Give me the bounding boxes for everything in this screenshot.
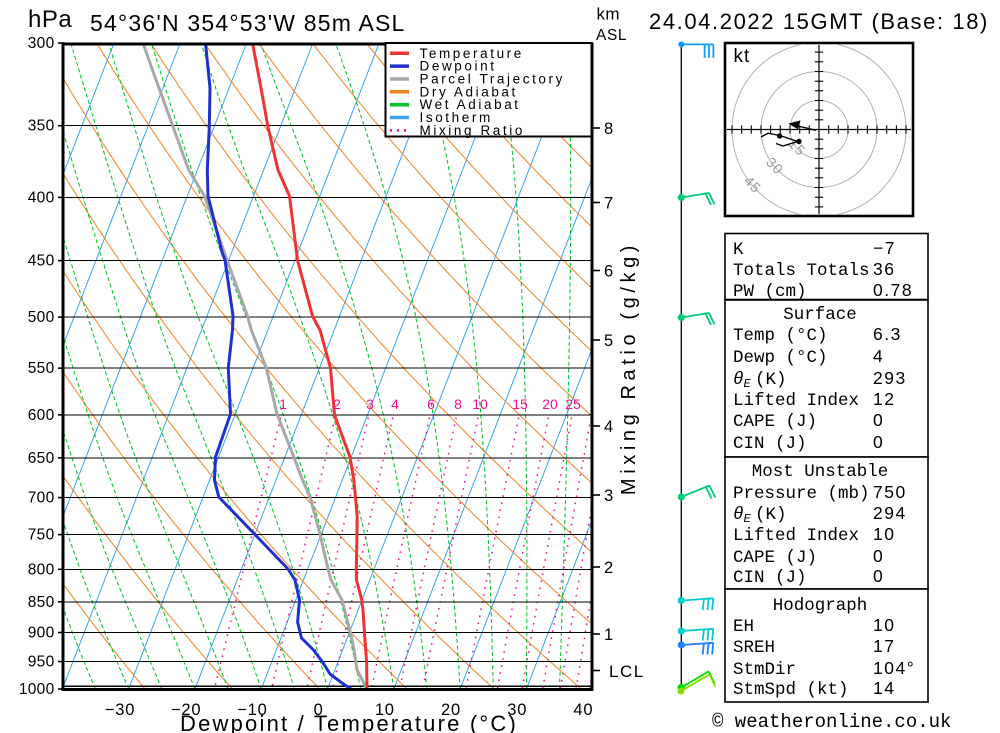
svg-text:294: 294 <box>873 503 907 523</box>
svg-text:4: 4 <box>391 396 399 412</box>
svg-text:450: 450 <box>28 253 55 270</box>
svg-text:−20: −20 <box>171 701 201 719</box>
svg-text:Dry Adiabat: Dry Adiabat <box>420 84 518 99</box>
svg-text:400: 400 <box>28 189 55 206</box>
svg-text:500: 500 <box>28 309 55 326</box>
svg-text:3: 3 <box>366 396 374 412</box>
svg-text:4: 4 <box>873 346 884 366</box>
svg-text:0: 0 <box>873 546 884 566</box>
svg-text:6: 6 <box>427 396 435 412</box>
svg-text:ASL: ASL <box>596 27 627 44</box>
svg-text:Totals Totals: Totals Totals <box>733 261 870 281</box>
svg-text:7: 7 <box>604 195 613 213</box>
svg-text:700: 700 <box>28 490 55 507</box>
svg-text:CAPE (J): CAPE (J) <box>733 548 817 568</box>
svg-text:Mixing Ratio (g/kg): Mixing Ratio (g/kg) <box>618 241 640 495</box>
svg-text:25: 25 <box>565 396 581 412</box>
svg-text:Wet Adiabat: Wet Adiabat <box>420 97 521 112</box>
svg-text:−7: −7 <box>873 238 896 258</box>
svg-text:Isotherm: Isotherm <box>420 110 493 125</box>
svg-text:Lifted Index: Lifted Index <box>733 391 859 411</box>
svg-text:EH: EH <box>733 617 754 637</box>
svg-text:LCL: LCL <box>609 662 645 681</box>
svg-text:17: 17 <box>873 636 895 656</box>
svg-text:PW (cm): PW (cm) <box>733 282 807 302</box>
svg-text:12: 12 <box>873 389 895 409</box>
svg-text:293: 293 <box>873 368 907 388</box>
svg-text:0: 0 <box>873 432 884 452</box>
svg-text:© weatheronline.co.uk: © weatheronline.co.uk <box>712 711 951 733</box>
svg-text:Pressure (mb): Pressure (mb) <box>733 484 870 504</box>
svg-text:750: 750 <box>873 482 907 502</box>
svg-text:350: 350 <box>28 118 55 135</box>
svg-text:−10: −10 <box>237 701 267 719</box>
svg-text:950: 950 <box>28 654 55 671</box>
svg-text:Parcel Trajectory: Parcel Trajectory <box>420 72 565 87</box>
svg-text:20: 20 <box>542 396 558 412</box>
svg-text:CAPE (J): CAPE (J) <box>733 412 817 432</box>
svg-text:4: 4 <box>604 418 613 436</box>
svg-text:650: 650 <box>28 450 55 467</box>
svg-text:Dewpoint / Temperature (°C): Dewpoint / Temperature (°C) <box>180 711 518 733</box>
svg-text:14: 14 <box>873 678 895 698</box>
svg-text:10: 10 <box>873 524 895 544</box>
svg-text:SREH: SREH <box>733 638 775 658</box>
svg-text:900: 900 <box>28 625 55 642</box>
svg-text:CIN (J): CIN (J) <box>733 568 807 588</box>
svg-text:750: 750 <box>28 527 55 544</box>
svg-text:0.78: 0.78 <box>873 280 913 300</box>
svg-text:km: km <box>597 5 620 24</box>
svg-text:CIN (J): CIN (J) <box>733 434 807 454</box>
svg-text:Dewpoint: Dewpoint <box>420 59 497 74</box>
svg-text:1: 1 <box>279 396 287 412</box>
svg-text:54°36'N 354°53'W 85m ASL: 54°36'N 354°53'W 85m ASL <box>90 10 406 36</box>
svg-text:Temp (°C): Temp (°C) <box>733 326 828 346</box>
svg-text:8: 8 <box>454 396 462 412</box>
svg-text:800: 800 <box>28 561 55 578</box>
svg-text:hPa: hPa <box>28 6 72 33</box>
svg-text:Mixing Ratio: Mixing Ratio <box>420 123 525 138</box>
svg-text:StmDir: StmDir <box>733 660 796 680</box>
svg-text:kt: kt <box>734 46 751 67</box>
svg-text:(K): (K) <box>755 370 787 390</box>
svg-text:Hodograph: Hodograph <box>773 596 868 616</box>
svg-text:300: 300 <box>28 35 55 52</box>
svg-text:5: 5 <box>604 332 613 350</box>
svg-text:550: 550 <box>28 360 55 377</box>
svg-text:−30: −30 <box>105 701 135 719</box>
svg-text:StmSpd (kt): StmSpd (kt) <box>733 680 849 700</box>
svg-text:30: 30 <box>507 701 527 719</box>
svg-text:Most Unstable: Most Unstable <box>752 462 889 482</box>
svg-text:Dewp (°C): Dewp (°C) <box>733 348 828 368</box>
svg-text:15: 15 <box>512 396 528 412</box>
svg-text:6: 6 <box>604 263 613 281</box>
svg-text:K: K <box>733 240 744 260</box>
svg-text:20: 20 <box>441 701 461 719</box>
svg-text:0: 0 <box>873 410 884 430</box>
svg-text:36: 36 <box>873 259 895 279</box>
svg-text:(K): (K) <box>755 505 787 525</box>
svg-text:0: 0 <box>314 701 324 719</box>
svg-text:40: 40 <box>573 701 593 719</box>
svg-text:10: 10 <box>472 396 488 412</box>
svg-text:10: 10 <box>375 701 395 719</box>
svg-text:2: 2 <box>333 396 341 412</box>
svg-text:8: 8 <box>604 120 613 138</box>
svg-text:10: 10 <box>873 615 895 635</box>
svg-text:104°: 104° <box>873 658 915 678</box>
svg-text:Temperature: Temperature <box>420 46 524 61</box>
svg-text:24.04.2022 15GMT (Base: 18): 24.04.2022 15GMT (Base: 18) <box>649 9 989 34</box>
svg-text:1: 1 <box>604 626 613 644</box>
svg-text:0: 0 <box>873 566 884 586</box>
svg-text:3: 3 <box>604 487 613 505</box>
svg-text:Lifted Index: Lifted Index <box>733 526 859 546</box>
svg-text:850: 850 <box>28 594 55 611</box>
svg-text:6.3: 6.3 <box>873 324 902 344</box>
svg-text:Surface: Surface <box>783 305 857 325</box>
svg-text:1000: 1000 <box>19 681 55 698</box>
svg-text:600: 600 <box>28 407 55 424</box>
svg-text:2: 2 <box>604 559 613 577</box>
